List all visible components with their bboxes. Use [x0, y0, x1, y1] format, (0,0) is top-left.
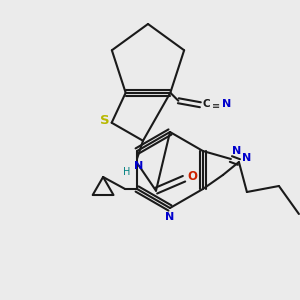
Text: S: S	[100, 114, 110, 127]
Text: C: C	[202, 99, 210, 109]
Text: N: N	[232, 146, 242, 156]
Text: N: N	[222, 99, 231, 109]
Text: ≡: ≡	[212, 101, 220, 111]
Text: N: N	[134, 161, 144, 171]
Text: O: O	[187, 170, 197, 183]
Text: N: N	[242, 153, 251, 163]
Text: N: N	[165, 212, 175, 222]
Text: H: H	[123, 167, 131, 177]
